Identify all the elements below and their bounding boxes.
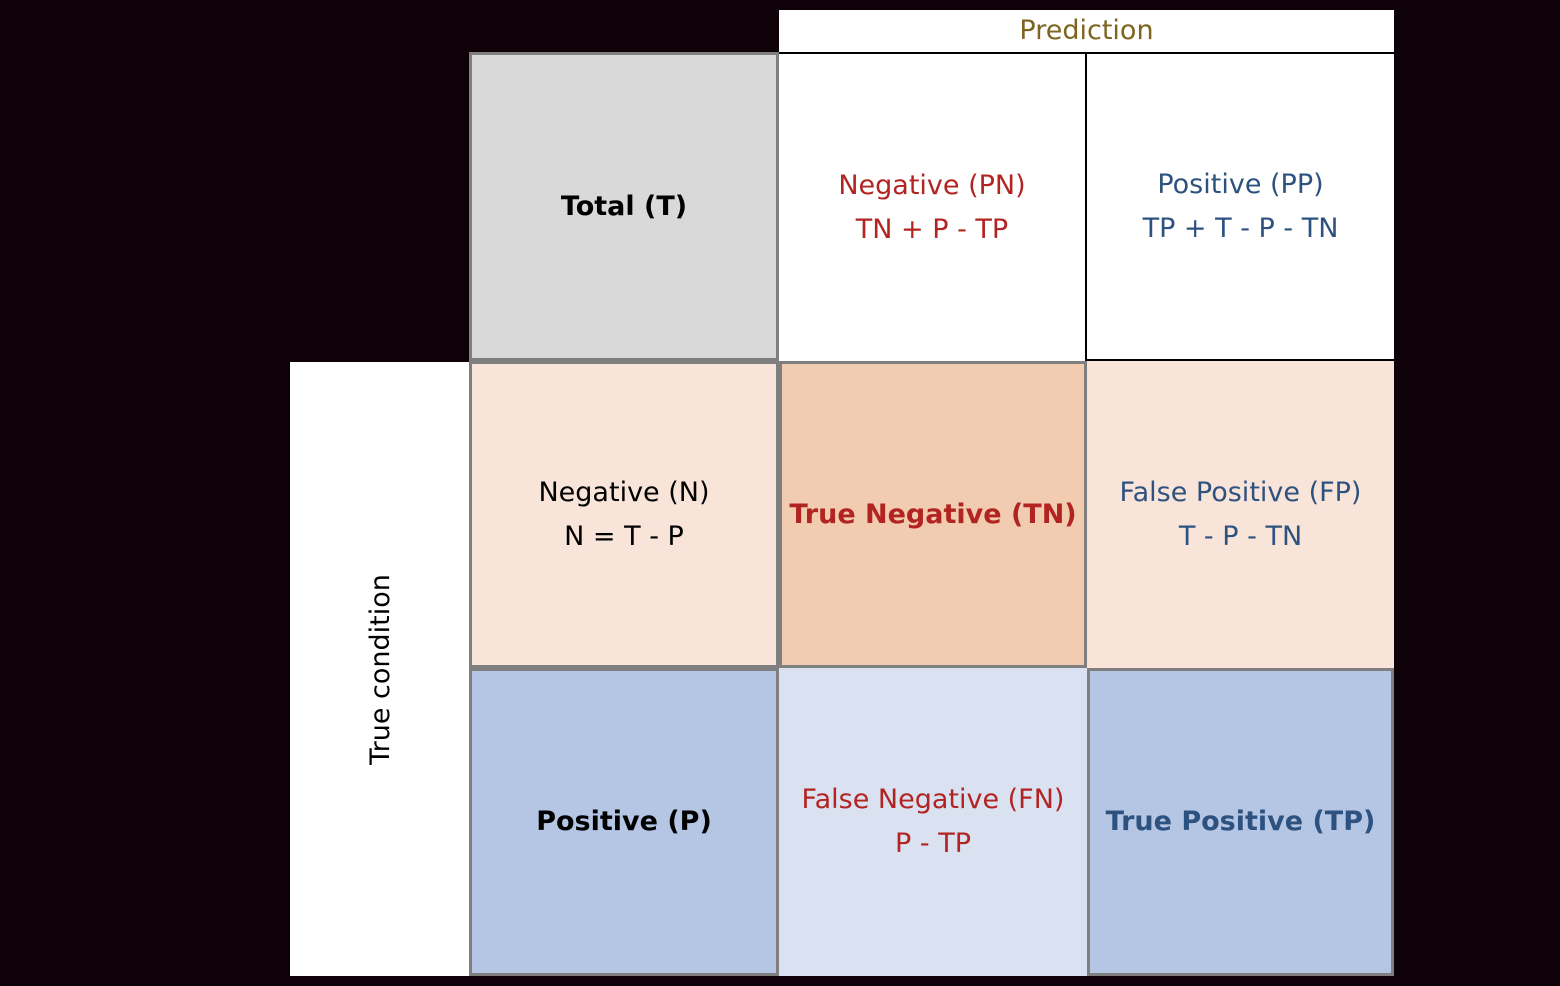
prediction-header-label: Prediction: [1019, 15, 1154, 46]
cell-true-positive: True Positive (TP): [1087, 668, 1394, 976]
predicted-negative-label: Negative (PN): [838, 169, 1026, 201]
actual-positive-label: Positive (P): [536, 806, 712, 837]
false-positive-formula: T - P - TN: [1178, 520, 1303, 552]
predicted-positive-formula: TP + T - P - TN: [1142, 212, 1339, 244]
cell-false-negative: False Negative (FN) P - TP: [779, 668, 1087, 976]
true-negative-label: True Negative (TN): [789, 498, 1077, 530]
cell-false-positive: False Positive (FP) T - P - TN: [1087, 361, 1394, 668]
actual-negative-label: Negative (N): [538, 476, 710, 508]
predicted-negative-formula: TN + P - TP: [855, 213, 1009, 245]
prediction-header: Prediction: [779, 10, 1394, 52]
false-positive-label: False Positive (FP): [1119, 476, 1362, 508]
false-negative-formula: P - TP: [895, 828, 971, 859]
predicted-positive-label: Positive (PP): [1157, 168, 1324, 200]
cell-actual-positive: Positive (P): [469, 668, 779, 976]
false-negative-label: False Negative (FN): [801, 784, 1065, 815]
cell-total: Total (T): [469, 52, 779, 361]
true-condition-label: True condition: [364, 573, 396, 765]
true-condition-header: True condition: [290, 362, 470, 976]
cell-actual-negative: Negative (N) N = T - P: [469, 361, 779, 668]
cell-predicted-positive: Positive (PP) TP + T - P - TN: [1087, 52, 1394, 361]
total-label: Total (T): [560, 190, 688, 222]
true-positive-label: True Positive (TP): [1105, 806, 1376, 837]
cell-true-negative: True Negative (TN): [779, 361, 1087, 668]
cell-predicted-negative: Negative (PN) TN + P - TP: [779, 52, 1087, 361]
actual-negative-formula: N = T - P: [564, 520, 684, 552]
